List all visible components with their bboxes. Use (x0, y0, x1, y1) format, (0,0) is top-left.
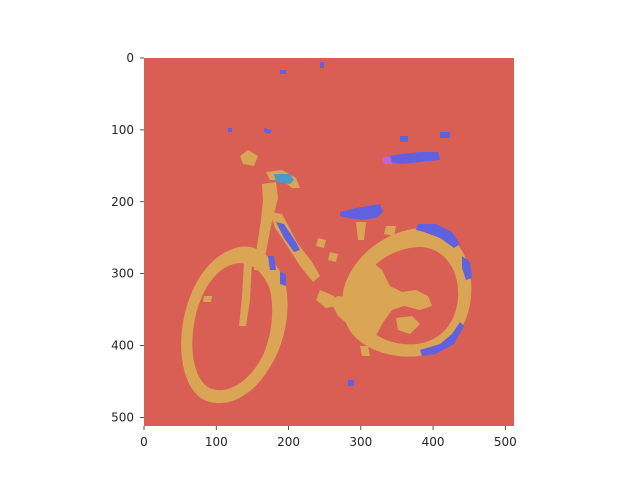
x-tick-label: 100 (205, 435, 228, 449)
small-blue-spot (348, 380, 354, 386)
plot-area (144, 58, 514, 426)
saddle-region (340, 204, 383, 220)
front-fender-highlight (462, 256, 472, 280)
fork-blue-highlight (268, 256, 276, 270)
handlebar-grip-region (274, 174, 294, 184)
frame-fragment (203, 296, 212, 302)
fork-blue-highlight (276, 222, 300, 252)
frame-fragment (316, 238, 326, 248)
frame-fragment (240, 150, 258, 166)
small-blue-spot (280, 70, 286, 74)
chainstay-region (316, 290, 336, 308)
rear-wheel-region (181, 246, 288, 404)
front-wheel-region (342, 228, 472, 357)
x-axis: 0 100 200 300 400 500 (140, 426, 517, 449)
segmentation-regions (181, 62, 472, 404)
small-blue-spot (228, 128, 232, 132)
fork-blade-region (239, 260, 252, 326)
x-tick-label: 300 (349, 435, 372, 449)
small-blue-spot (320, 62, 324, 68)
front-hub-region (396, 316, 420, 334)
fender-top-highlight (388, 152, 440, 164)
small-blue-spot (400, 136, 408, 142)
small-blue-spot (440, 132, 450, 138)
y-tick-label: 200 (111, 195, 134, 209)
saddle-and-fender-highlights (228, 62, 472, 386)
x-tick-label: 500 (494, 435, 517, 449)
x-tick-label: 0 (140, 435, 148, 449)
x-tick-label: 200 (277, 435, 300, 449)
y-axis: 0 100 200 300 400 500 (111, 51, 144, 424)
seat-tube-region (356, 222, 366, 240)
x-tick-label: 400 (422, 435, 445, 449)
front-fender-highlight (416, 224, 460, 248)
y-tick-label: 500 (111, 410, 134, 424)
y-tick-label: 400 (111, 339, 134, 353)
fender-tip-magenta-region (382, 156, 392, 164)
frame-fragment (328, 252, 338, 262)
fork-blue-highlight (280, 272, 286, 286)
small-blue-spot (264, 128, 272, 134)
crank-region (330, 262, 432, 342)
y-tick-label: 0 (126, 51, 134, 65)
frame-fragment (384, 226, 396, 236)
front-wheel-lower-highlight (420, 322, 464, 356)
fork-region (254, 182, 278, 270)
y-tick-label: 300 (111, 267, 134, 281)
frame-fragment (360, 346, 370, 356)
y-tick-label: 100 (111, 123, 134, 137)
